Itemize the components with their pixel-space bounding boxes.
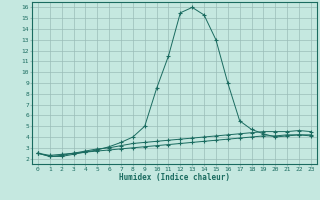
X-axis label: Humidex (Indice chaleur): Humidex (Indice chaleur): [119, 173, 230, 182]
